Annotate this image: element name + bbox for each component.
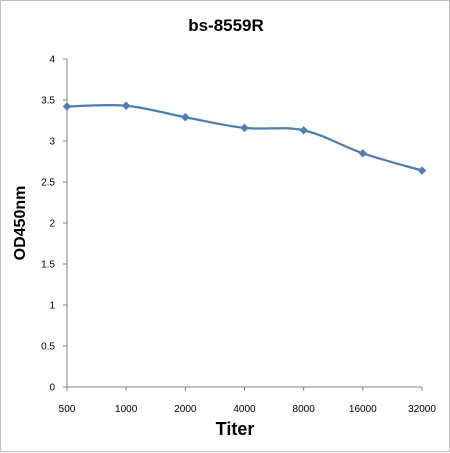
x-tick-label: 4000: [233, 404, 256, 415]
y-tick-label: 2.5: [41, 178, 55, 189]
x-axis-title: Titer: [216, 419, 255, 439]
y-tick-label: 3.5: [41, 96, 55, 107]
y-tick-label: 0.5: [41, 342, 55, 353]
series-group: [62, 101, 427, 175]
y-tick-label: 0: [49, 383, 55, 394]
x-tick-label: 32000: [408, 404, 436, 415]
data-point-marker: [240, 123, 249, 133]
data-point-marker: [181, 113, 190, 122]
data-point-marker: [62, 102, 72, 111]
chart-title: bs-8559R: [188, 16, 264, 35]
y-tick-label: 4: [49, 55, 55, 66]
x-tick-label: 500: [59, 404, 76, 415]
data-point-marker: [121, 101, 131, 110]
data-point-marker: [417, 166, 427, 175]
x-tick-label: 2000: [174, 404, 197, 415]
x-axis-ticks: 500 1000 2000 4000 8000 16000 32000: [59, 387, 436, 415]
y-axis-title: OD450nm: [12, 186, 29, 261]
y-tick-label: 2: [49, 219, 55, 230]
data-point-marker: [299, 126, 308, 135]
x-tick-label: 8000: [293, 404, 316, 415]
x-tick-label: 16000: [349, 404, 377, 415]
x-tick-label: 1000: [115, 404, 138, 415]
y-tick-label: 3: [49, 137, 55, 148]
y-axis-ticks: 0 0.5 1 1.5 2 2.5 3 3.5 4: [41, 55, 67, 394]
series-line: [66, 103, 423, 172]
y-tick-label: 1: [49, 301, 55, 312]
data-point-marker: [358, 149, 368, 158]
y-tick-label: 1.5: [41, 260, 55, 271]
